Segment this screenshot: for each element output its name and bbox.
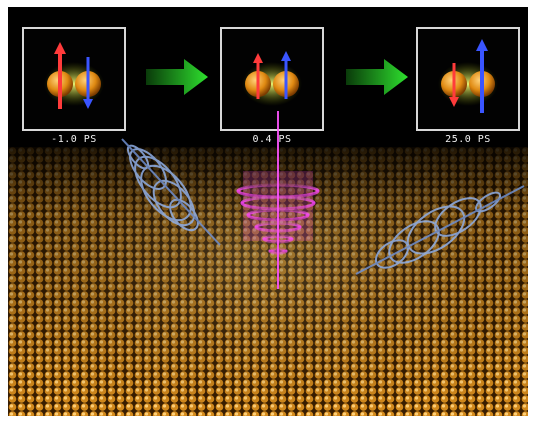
spin-pair-graphic xyxy=(44,42,104,109)
atomic-surface xyxy=(8,147,528,416)
spin-state-panel-3 xyxy=(416,27,520,131)
panel-2-caption: 0.4 PS xyxy=(252,134,292,145)
spin-pair-graphic xyxy=(438,39,498,113)
spin-down-arrow-red xyxy=(449,97,459,107)
green-arrow-icon xyxy=(146,59,208,95)
incoming-spiral-beam xyxy=(121,138,221,246)
spin-up-arrow xyxy=(54,42,66,54)
outgoing-spiral-beam xyxy=(355,185,525,275)
panel-1-caption: -1.0 PS xyxy=(51,134,97,145)
illustration: -1.0 PS xyxy=(8,7,528,416)
panel-3-caption: 25.0 PS xyxy=(445,134,491,145)
spin-up-arrow-blue xyxy=(281,51,291,61)
green-arrow-icon xyxy=(346,59,408,95)
spin-state-panel-2 xyxy=(220,27,324,131)
spin-up-arrow xyxy=(476,39,488,51)
pump-pulse-beam xyxy=(236,111,320,289)
spin-up-arrow xyxy=(253,53,263,63)
spin-state-panel-1 xyxy=(22,27,126,131)
spin-pair-graphic xyxy=(242,51,302,106)
spin-down-arrow xyxy=(83,99,93,109)
